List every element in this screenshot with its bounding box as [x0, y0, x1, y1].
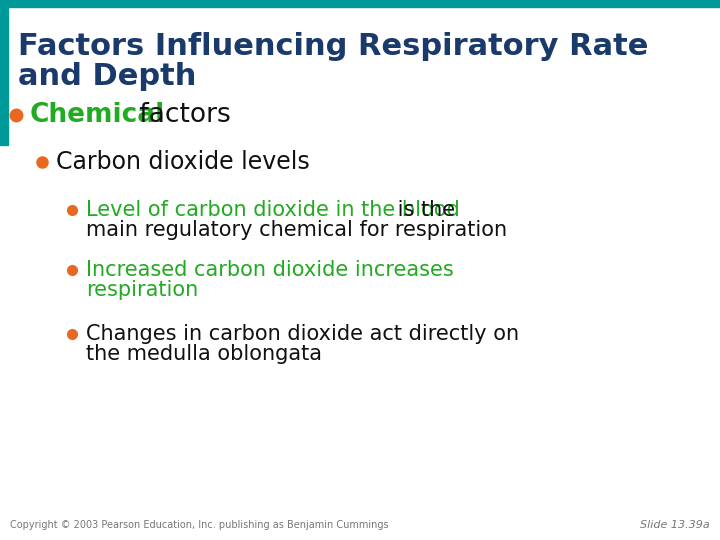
Text: Slide 13.39a: Slide 13.39a	[640, 520, 710, 530]
Text: Changes in carbon dioxide act directly on: Changes in carbon dioxide act directly o…	[86, 324, 519, 344]
Text: Carbon dioxide levels: Carbon dioxide levels	[56, 150, 310, 174]
Text: main regulatory chemical for respiration: main regulatory chemical for respiration	[86, 220, 507, 240]
Text: is the: is the	[391, 200, 455, 220]
Text: Level of carbon dioxide in the blood: Level of carbon dioxide in the blood	[86, 200, 460, 220]
Text: factors: factors	[131, 102, 230, 128]
Text: Factors Influencing Respiratory Rate: Factors Influencing Respiratory Rate	[18, 32, 649, 61]
Text: Increased carbon dioxide increases: Increased carbon dioxide increases	[86, 260, 454, 280]
Text: Chemical: Chemical	[30, 102, 166, 128]
Bar	[0, 7, 8, 145]
Text: respiration: respiration	[86, 280, 198, 300]
Text: Copyright © 2003 Pearson Education, Inc. publishing as Benjamin Cummings: Copyright © 2003 Pearson Education, Inc.…	[10, 520, 389, 530]
Text: the medulla oblongata: the medulla oblongata	[86, 344, 322, 364]
Bar	[0, 0, 720, 7]
Text: and Depth: and Depth	[18, 62, 197, 91]
